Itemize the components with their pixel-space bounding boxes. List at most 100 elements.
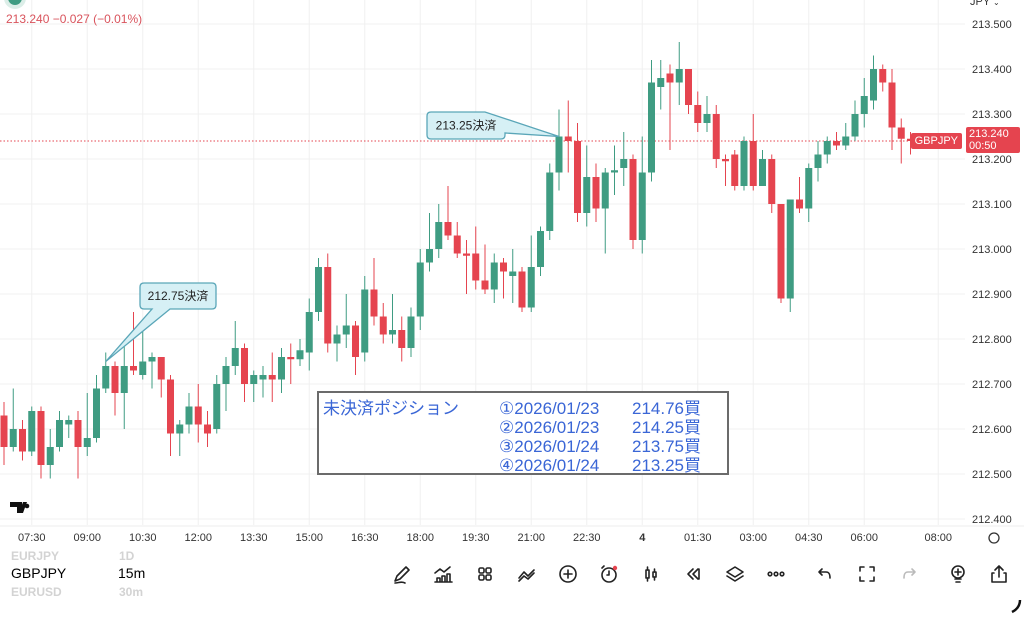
candle-down: [574, 141, 581, 213]
candle-up: [870, 69, 877, 101]
candle-up: [176, 424, 184, 434]
candle-down: [453, 235, 461, 254]
fullscreen-icon: [859, 566, 875, 582]
more-button[interactable]: [762, 560, 790, 588]
share-button[interactable]: [985, 560, 1013, 588]
interval-selector[interactable]: 15m: [118, 565, 146, 581]
candle-up: [786, 199, 794, 299]
candle-up: [638, 172, 646, 240]
replay-button[interactable]: [679, 560, 707, 588]
candle-down: [768, 159, 776, 204]
resize-handle-icon: [1011, 599, 1022, 614]
symbol-selector[interactable]: GBPJPY: [11, 565, 67, 581]
callout-label: 212.75決済: [148, 288, 209, 303]
candle-up: [620, 159, 628, 168]
compare-button[interactable]: [513, 560, 541, 588]
fullscreen-button[interactable]: [853, 560, 881, 588]
chart-type-button[interactable]: [637, 560, 665, 588]
candle-down: [74, 420, 82, 447]
layers-button[interactable]: [721, 560, 749, 588]
add-button[interactable]: [554, 560, 582, 588]
undo-icon: [818, 568, 831, 579]
replay-icon: [687, 568, 700, 580]
time-axis-label: 12:00: [184, 532, 212, 544]
candle-up: [814, 154, 822, 168]
indicators-icon: [434, 566, 453, 583]
candle-down: [777, 204, 785, 299]
candle-up: [509, 271, 517, 276]
symbol-option-next[interactable]: EURUSD: [11, 585, 62, 599]
price-axis-label: 213.200: [972, 154, 1012, 166]
candle-down: [685, 69, 692, 105]
candle-down: [907, 138, 914, 141]
candle-up: [435, 222, 443, 249]
open-positions-box: 未決済ポジション ①2026/01/23 214.76買 ②2026/01/23 2…: [317, 391, 729, 475]
ideas-button[interactable]: [944, 560, 972, 588]
templates-icon: [478, 567, 492, 581]
candle-up: [426, 249, 433, 263]
interval-option-next[interactable]: 30m: [119, 585, 144, 599]
candle-down: [518, 271, 526, 308]
callout-bubble: [105, 282, 217, 363]
candle-up: [120, 366, 128, 393]
time-axis-label: 13:30: [240, 532, 268, 544]
candle-up: [546, 172, 554, 231]
time-axis-label: 15:00: [295, 532, 323, 544]
candle-up: [675, 69, 683, 83]
position-price: 214.25買: [632, 418, 701, 437]
templates-button[interactable]: [471, 560, 499, 588]
candle-up: [28, 411, 36, 452]
undo-button[interactable]: [811, 560, 839, 588]
interval-option-prev[interactable]: 1D: [119, 549, 135, 563]
position-date: ④2026/01/24: [499, 456, 600, 475]
candle-up: [148, 357, 156, 362]
candle-up: [490, 262, 498, 290]
candle-down: [481, 280, 489, 290]
candle-up: [65, 420, 73, 425]
price-axis-label: 213.400: [972, 64, 1012, 76]
position-row: ③2026/01/24 213.75買: [499, 437, 701, 456]
candle-up: [93, 388, 100, 438]
alert-button[interactable]: [595, 560, 623, 588]
redo-button[interactable]: [895, 560, 923, 588]
candle-up: [9, 429, 17, 447]
candle-down: [204, 424, 211, 434]
tradingview-logo: [10, 502, 27, 513]
ideas-icon: [951, 565, 965, 583]
candle-down: [370, 289, 378, 317]
candle-down: [398, 330, 406, 348]
bar-countdown: 00:50: [969, 140, 997, 152]
symbol-price-tag: GBPJPY: [910, 133, 962, 149]
candle-down: [712, 114, 720, 159]
price-axis-label: 213.000: [972, 244, 1012, 256]
draw-button[interactable]: [388, 560, 416, 588]
indicators-button[interactable]: [429, 560, 457, 588]
candle-up: [278, 357, 285, 380]
candle-up: [333, 334, 341, 344]
candle-down: [592, 177, 600, 209]
price-axis-label: 212.600: [972, 424, 1012, 436]
position-price: 213.75買: [632, 437, 701, 456]
price-axis-label: 213.500: [972, 19, 1012, 31]
symbol-option-prev[interactable]: EURJPY: [11, 549, 60, 563]
callout-label: 213.25決済: [436, 118, 497, 133]
candle-up: [305, 312, 313, 353]
candle-down: [500, 262, 507, 272]
candle-down: [731, 154, 739, 186]
candle-down: [694, 105, 702, 123]
candle-up: [805, 168, 813, 209]
position-row: ②2026/01/23 214.25買: [499, 418, 701, 437]
time-axis-label: 22:30: [573, 532, 601, 544]
position-price: 214.76買: [632, 399, 701, 418]
candle-down: [241, 348, 248, 384]
time-axis-label: 08:00: [924, 532, 952, 544]
candle-up: [361, 289, 369, 353]
candle-up: [46, 447, 54, 465]
candle-up: [657, 78, 665, 87]
candle-down: [879, 69, 887, 83]
time-axis-label: 09:00: [73, 532, 101, 544]
position-date: ①2026/01/23: [499, 399, 600, 418]
price-axis-label: 212.700: [972, 379, 1012, 391]
currency-selector[interactable]: JPY ⌄: [970, 0, 1000, 8]
